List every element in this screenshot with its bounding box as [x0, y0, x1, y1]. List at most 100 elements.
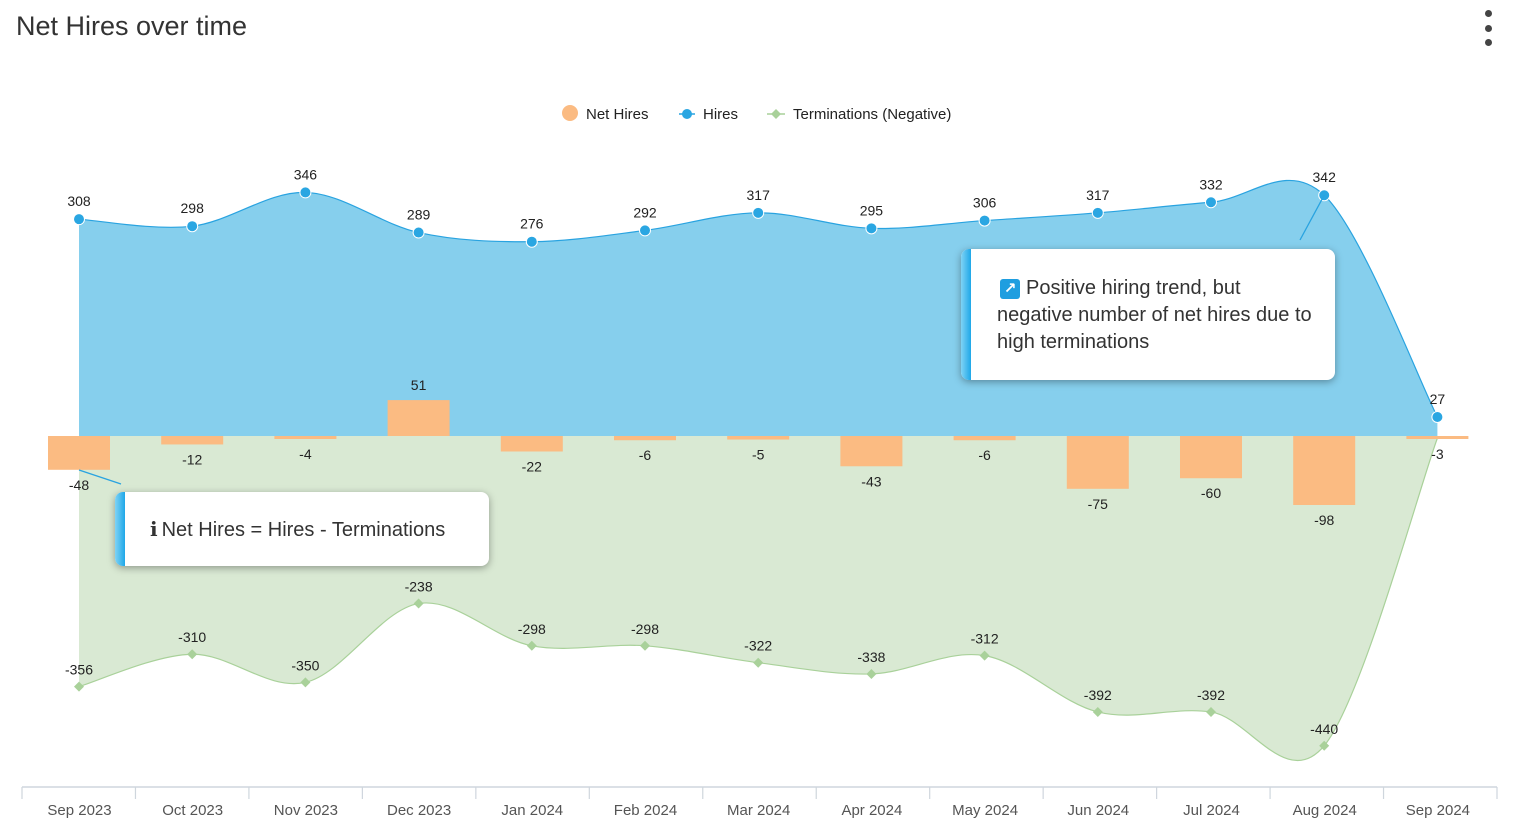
termination-point [753, 657, 764, 668]
termination-label: -310 [178, 629, 206, 645]
termination-point [640, 640, 650, 651]
hires-label: 317 [747, 187, 771, 203]
termination-label: -356 [65, 662, 93, 678]
termination-point [300, 677, 311, 688]
termination-label: -338 [857, 649, 885, 665]
hires-point [1091, 206, 1104, 219]
termination-point [74, 681, 84, 692]
hires-point [525, 235, 538, 248]
hires-label: 295 [860, 202, 884, 218]
net-hires-bar [953, 436, 1016, 441]
net-hires-label: -6 [639, 447, 652, 463]
net-hires-bar [387, 400, 450, 436]
termination-label: -392 [1197, 687, 1225, 703]
termination-label: -322 [744, 638, 772, 654]
hires-point [865, 222, 878, 235]
hires-label: 276 [520, 216, 544, 232]
net-hires-label: -60 [1201, 485, 1221, 501]
termination-point [1092, 706, 1103, 717]
net-hires-label: -75 [1088, 496, 1108, 512]
callout-accent-bar [961, 249, 971, 380]
x-tick-label: Aug 2024 [1293, 802, 1357, 819]
net-hires-bar [161, 436, 224, 445]
termination-point [866, 668, 877, 679]
hires-label: 342 [1313, 169, 1337, 185]
x-tick-label: Apr 2024 [841, 802, 902, 819]
legend-net-hires-label: Net Hires [586, 106, 649, 123]
trend-callout-connector [1299, 194, 1325, 241]
x-tick-label: Feb 2024 [614, 802, 677, 819]
termination-point [413, 598, 424, 609]
x-tick-label: Sep 2024 [1406, 802, 1470, 819]
net-hires-bar [500, 436, 563, 452]
net-hires-label: -22 [522, 458, 542, 474]
net-hires-bar [614, 436, 676, 441]
x-tick-label: Oct 2023 [162, 802, 223, 819]
legend: Net Hires Hires Terminations (Negative) [562, 105, 951, 123]
legend-net-hires-marker [562, 105, 578, 121]
hires-label: 292 [633, 204, 657, 220]
hires-label: 308 [67, 193, 91, 209]
info-callout-connector [78, 469, 122, 485]
net-hires-label: 51 [411, 377, 427, 393]
legend-terminations-label: Terminations (Negative) [793, 106, 951, 123]
hires-point [1431, 410, 1444, 423]
callout-accent-bar [115, 492, 125, 566]
net-hires-bar [727, 436, 790, 440]
more-vertical-icon[interactable] [1475, 10, 1501, 46]
net-hires-bar [1406, 436, 1469, 439]
page-title: Net Hires over time [16, 11, 248, 41]
x-tick-label: Jul 2024 [1183, 802, 1240, 819]
termination-point [979, 650, 990, 661]
x-tick-label: Jan 2024 [501, 802, 563, 819]
x-tick-label: Jun 2024 [1067, 802, 1129, 819]
hires-point [299, 186, 312, 199]
net-hires-bar [1066, 436, 1129, 489]
termination-label: -392 [1084, 687, 1112, 703]
trend-callout-text: Positive hiring trend, but negative numb… [997, 277, 1312, 353]
termination-label: -298 [631, 621, 659, 637]
net-hires-label: -48 [69, 477, 89, 493]
termination-label: -440 [1310, 721, 1338, 737]
hires-point [1205, 196, 1217, 209]
net-hires-label: -4 [299, 446, 312, 462]
x-tick-label: Nov 2023 [274, 802, 338, 819]
termination-point [1206, 706, 1216, 717]
hires-point [73, 213, 85, 226]
hires-label: 306 [973, 195, 997, 211]
termination-label: -312 [971, 631, 999, 647]
hires-point [186, 220, 199, 233]
x-tick-label: Mar 2024 [727, 802, 790, 819]
net-hires-bar [274, 436, 337, 439]
hires-point [412, 226, 425, 239]
net-hires-label: -98 [1314, 512, 1334, 528]
termination-label: -238 [405, 579, 433, 595]
net-hires-label: -12 [182, 451, 202, 467]
hires-point [752, 206, 765, 219]
termination-label: -298 [518, 621, 546, 637]
net-hires-bar [48, 436, 110, 470]
hires-label: 27 [1430, 391, 1446, 407]
termination-label: -350 [291, 657, 319, 673]
net-hires-label: -6 [978, 447, 991, 463]
hires-label: 317 [1086, 187, 1110, 203]
x-tick-label: May 2024 [952, 802, 1018, 819]
hires-label: 332 [1199, 176, 1223, 192]
hires-point [978, 214, 991, 227]
trend-callout: ↗ Positive hiring trend, but negative num… [961, 249, 1335, 380]
hires-label: 298 [181, 200, 205, 216]
info-callout: i Net Hires = Hires - Terminations [115, 492, 489, 566]
termination-point [187, 649, 198, 660]
hires-point [639, 224, 651, 237]
net-hires-label: -5 [752, 447, 765, 463]
legend-hires-marker [682, 109, 692, 119]
terminations-line [78, 437, 1438, 762]
net-hires-label: -3 [1431, 446, 1444, 462]
info-icon: i [150, 517, 158, 541]
net-hires-label: -43 [861, 473, 881, 489]
legend-terminations-marker [771, 109, 781, 119]
terminations-area [79, 436, 1438, 761]
hires-label: 346 [294, 166, 318, 182]
termination-point [526, 640, 537, 651]
